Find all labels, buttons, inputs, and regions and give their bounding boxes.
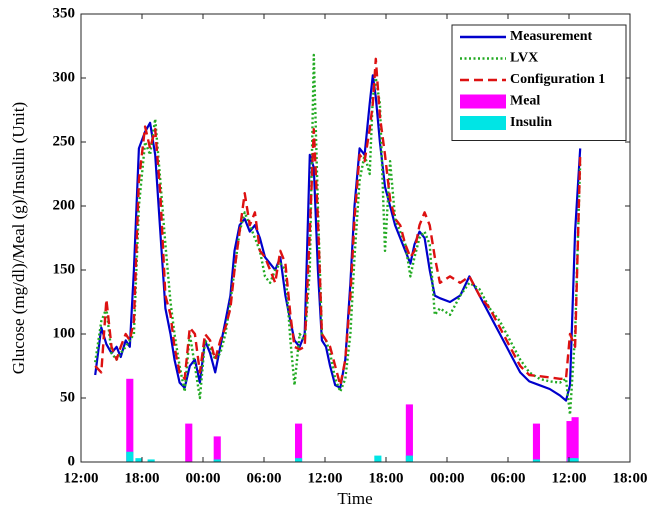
bar	[571, 417, 579, 462]
bar	[571, 458, 579, 462]
x-tick-label: 18:00	[369, 470, 404, 486]
y-axis-label: Glucose (mg/dl)/Meal (g)/Insulin (Unit)	[9, 102, 28, 374]
x-tick-label: 00:00	[430, 470, 465, 486]
legend-swatch	[460, 94, 506, 109]
x-tick-label: 18:00	[125, 470, 160, 486]
bar	[566, 421, 574, 462]
y-tick-label: 150	[53, 261, 76, 277]
bar	[185, 423, 193, 462]
bar	[567, 458, 575, 462]
bar	[405, 404, 413, 462]
bar	[532, 423, 541, 462]
bar	[126, 378, 134, 462]
legend-box	[451, 24, 627, 141]
y-tick-label: 300	[53, 69, 76, 85]
bar	[295, 458, 303, 462]
plot-frame	[80, 13, 631, 463]
legend-label: Meal	[510, 94, 540, 109]
y-tick-label: 200	[53, 197, 76, 213]
legend-label: LVX	[510, 51, 538, 66]
bar	[295, 423, 303, 462]
y-tick-label: 100	[53, 325, 76, 341]
bar	[147, 459, 155, 462]
bar	[213, 436, 221, 462]
y-tick-label: 250	[53, 133, 76, 149]
x-tick-label: 00:00	[186, 470, 221, 486]
bar	[126, 451, 134, 462]
x-tick-label: 06:00	[247, 470, 282, 486]
legend-swatch	[460, 116, 506, 130]
x-axis-label: Time	[337, 489, 372, 508]
bar	[405, 455, 413, 462]
y-tick-label: 50	[60, 389, 75, 405]
y-tick-label: 350	[53, 5, 76, 21]
x-tick-label: 12:00	[308, 470, 343, 486]
bar	[135, 458, 143, 462]
legend-label: Insulin	[510, 115, 552, 130]
x-tick-label: 12:00	[552, 470, 587, 486]
bar	[374, 455, 382, 462]
x-tick-label: 12:00	[64, 470, 99, 486]
y-tick-label: 0	[68, 453, 76, 469]
x-tick-label: 18:00	[613, 470, 648, 486]
legend-label: Configuration 1	[510, 72, 605, 87]
line-dotted	[94, 53, 582, 416]
x-tick-label: 06:00	[491, 470, 526, 486]
legend-label: Measurement	[510, 29, 592, 44]
bar	[532, 459, 541, 462]
bar	[213, 459, 221, 462]
